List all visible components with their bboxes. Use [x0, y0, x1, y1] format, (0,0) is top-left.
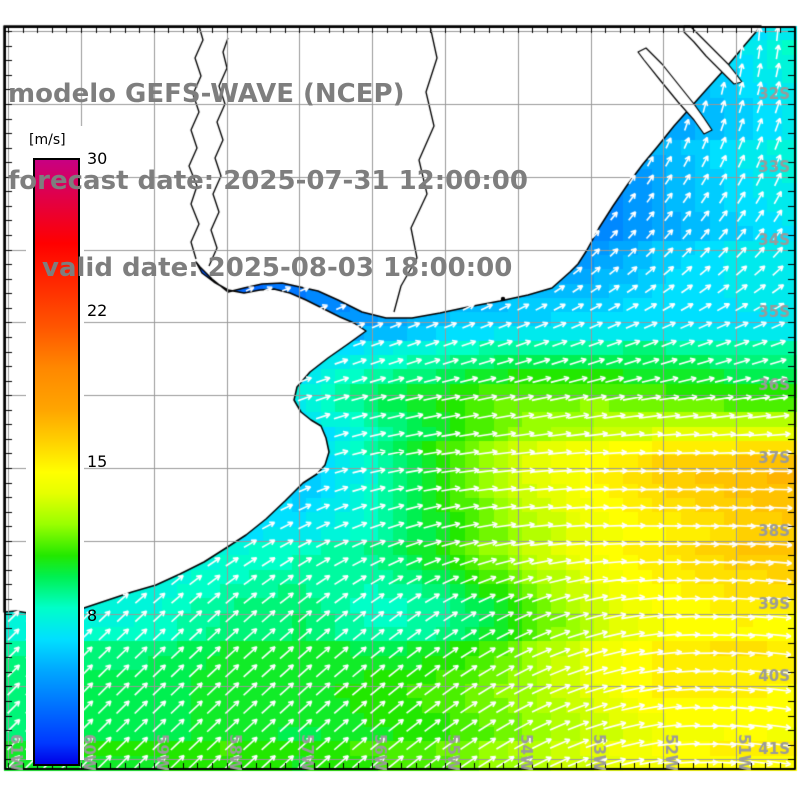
colorbar-tick-22: 22 [87, 301, 108, 321]
model-title: modelo GEFS-WAVE (NCEP) [8, 79, 405, 109]
colorbar-tick-30: 30 [87, 149, 108, 168]
colorbar-unit-label: [m/s] [29, 132, 66, 148]
map-title-block: modelo GEFS-WAVE (NCEP) forecast date: 2… [8, 22, 528, 341]
colorbar-tick-15: 15 [87, 452, 108, 472]
colorbar-tick-8: 8 [87, 605, 98, 625]
valid-date-line: valid date: 2025-08-03 18:00:00 [42, 253, 513, 283]
colorbar-gradient [33, 158, 80, 766]
forecast-date-line: forecast date: 2025-07-31 12:00:00 [8, 166, 528, 196]
